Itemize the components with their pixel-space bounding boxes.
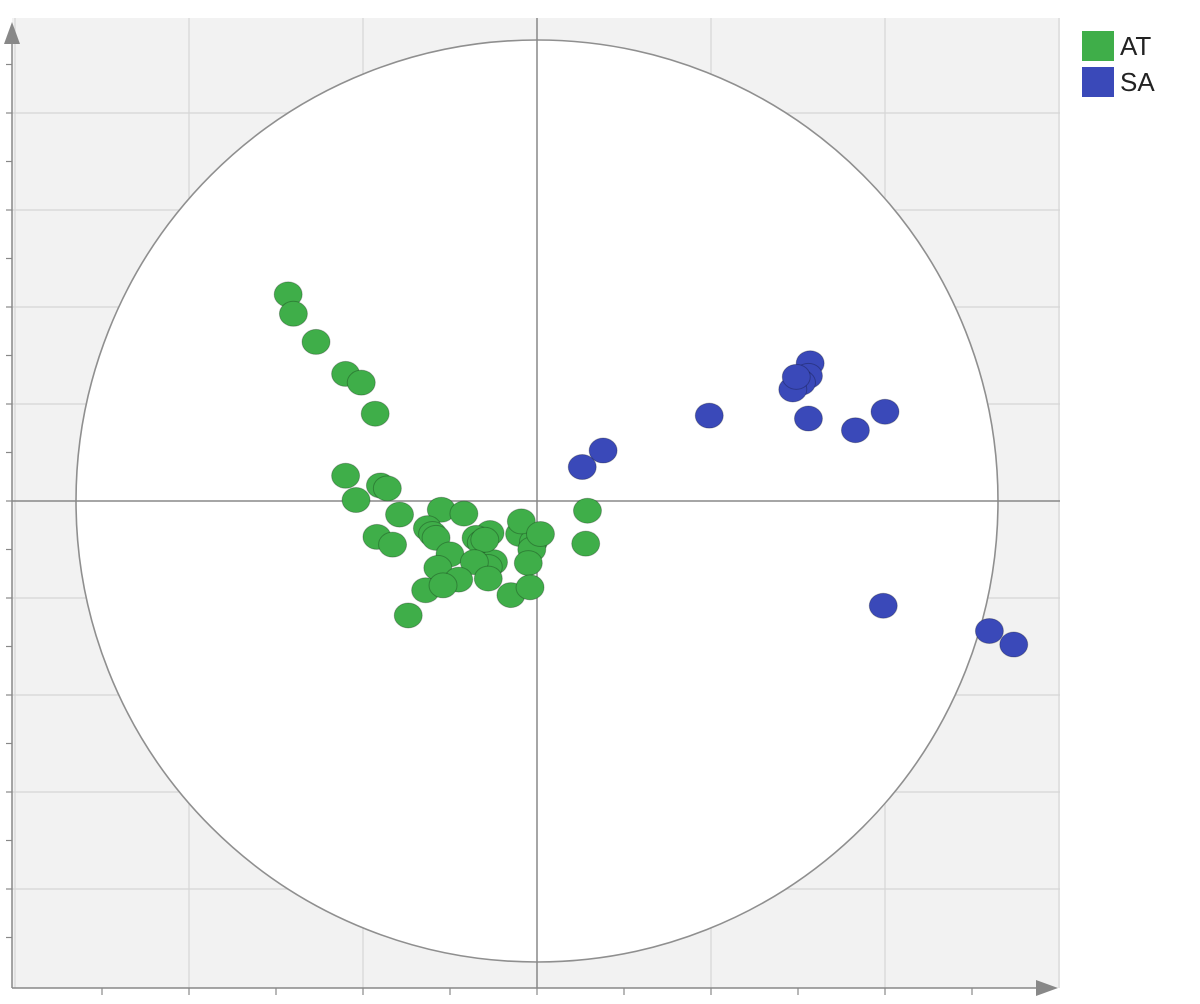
data-point-at — [393, 602, 423, 629]
data-point-at — [513, 550, 543, 577]
data-point-sa — [870, 398, 900, 425]
legend-item-sa: SA — [1082, 64, 1155, 100]
legend-swatch-sa — [1082, 67, 1114, 97]
legend-label-sa: SA — [1120, 66, 1155, 97]
data-point-at — [360, 400, 390, 427]
data-point-at — [571, 530, 601, 557]
data-point-at — [572, 497, 602, 524]
data-point-sa — [999, 631, 1029, 658]
data-point-sa — [974, 617, 1004, 644]
data-point-at — [346, 369, 376, 396]
y-axis-arrow — [4, 22, 20, 44]
data-points — [273, 281, 1029, 658]
data-point-sa — [694, 402, 724, 429]
data-point-at — [372, 475, 402, 502]
legend-swatch-at — [1082, 31, 1114, 61]
x-axis-arrow — [1036, 980, 1058, 996]
data-point-at — [506, 508, 536, 535]
data-point-sa — [781, 363, 811, 390]
data-point-at — [470, 526, 500, 553]
data-point-at — [449, 500, 479, 527]
data-point-sa — [588, 437, 618, 464]
data-point-at — [515, 574, 545, 601]
data-point-at — [473, 565, 503, 592]
data-point-sa — [868, 592, 898, 619]
zero-axes — [12, 18, 1060, 988]
data-point-at — [378, 531, 408, 558]
legend-item-at: AT — [1082, 28, 1155, 64]
data-point-at — [278, 300, 308, 327]
data-point-at — [428, 572, 458, 599]
data-point-sa — [840, 417, 870, 444]
legend: AT SA — [1082, 28, 1155, 100]
data-point-sa — [793, 405, 823, 432]
data-point-sa — [567, 454, 597, 481]
data-point-at — [301, 328, 331, 355]
series-at — [273, 281, 602, 629]
series-sa — [567, 350, 1029, 658]
data-point-at — [341, 487, 371, 514]
data-point-at — [385, 501, 415, 528]
data-point-at — [525, 520, 555, 547]
data-point-at — [331, 462, 361, 489]
plot-axes — [4, 22, 1058, 996]
legend-label-at: AT — [1120, 30, 1152, 61]
